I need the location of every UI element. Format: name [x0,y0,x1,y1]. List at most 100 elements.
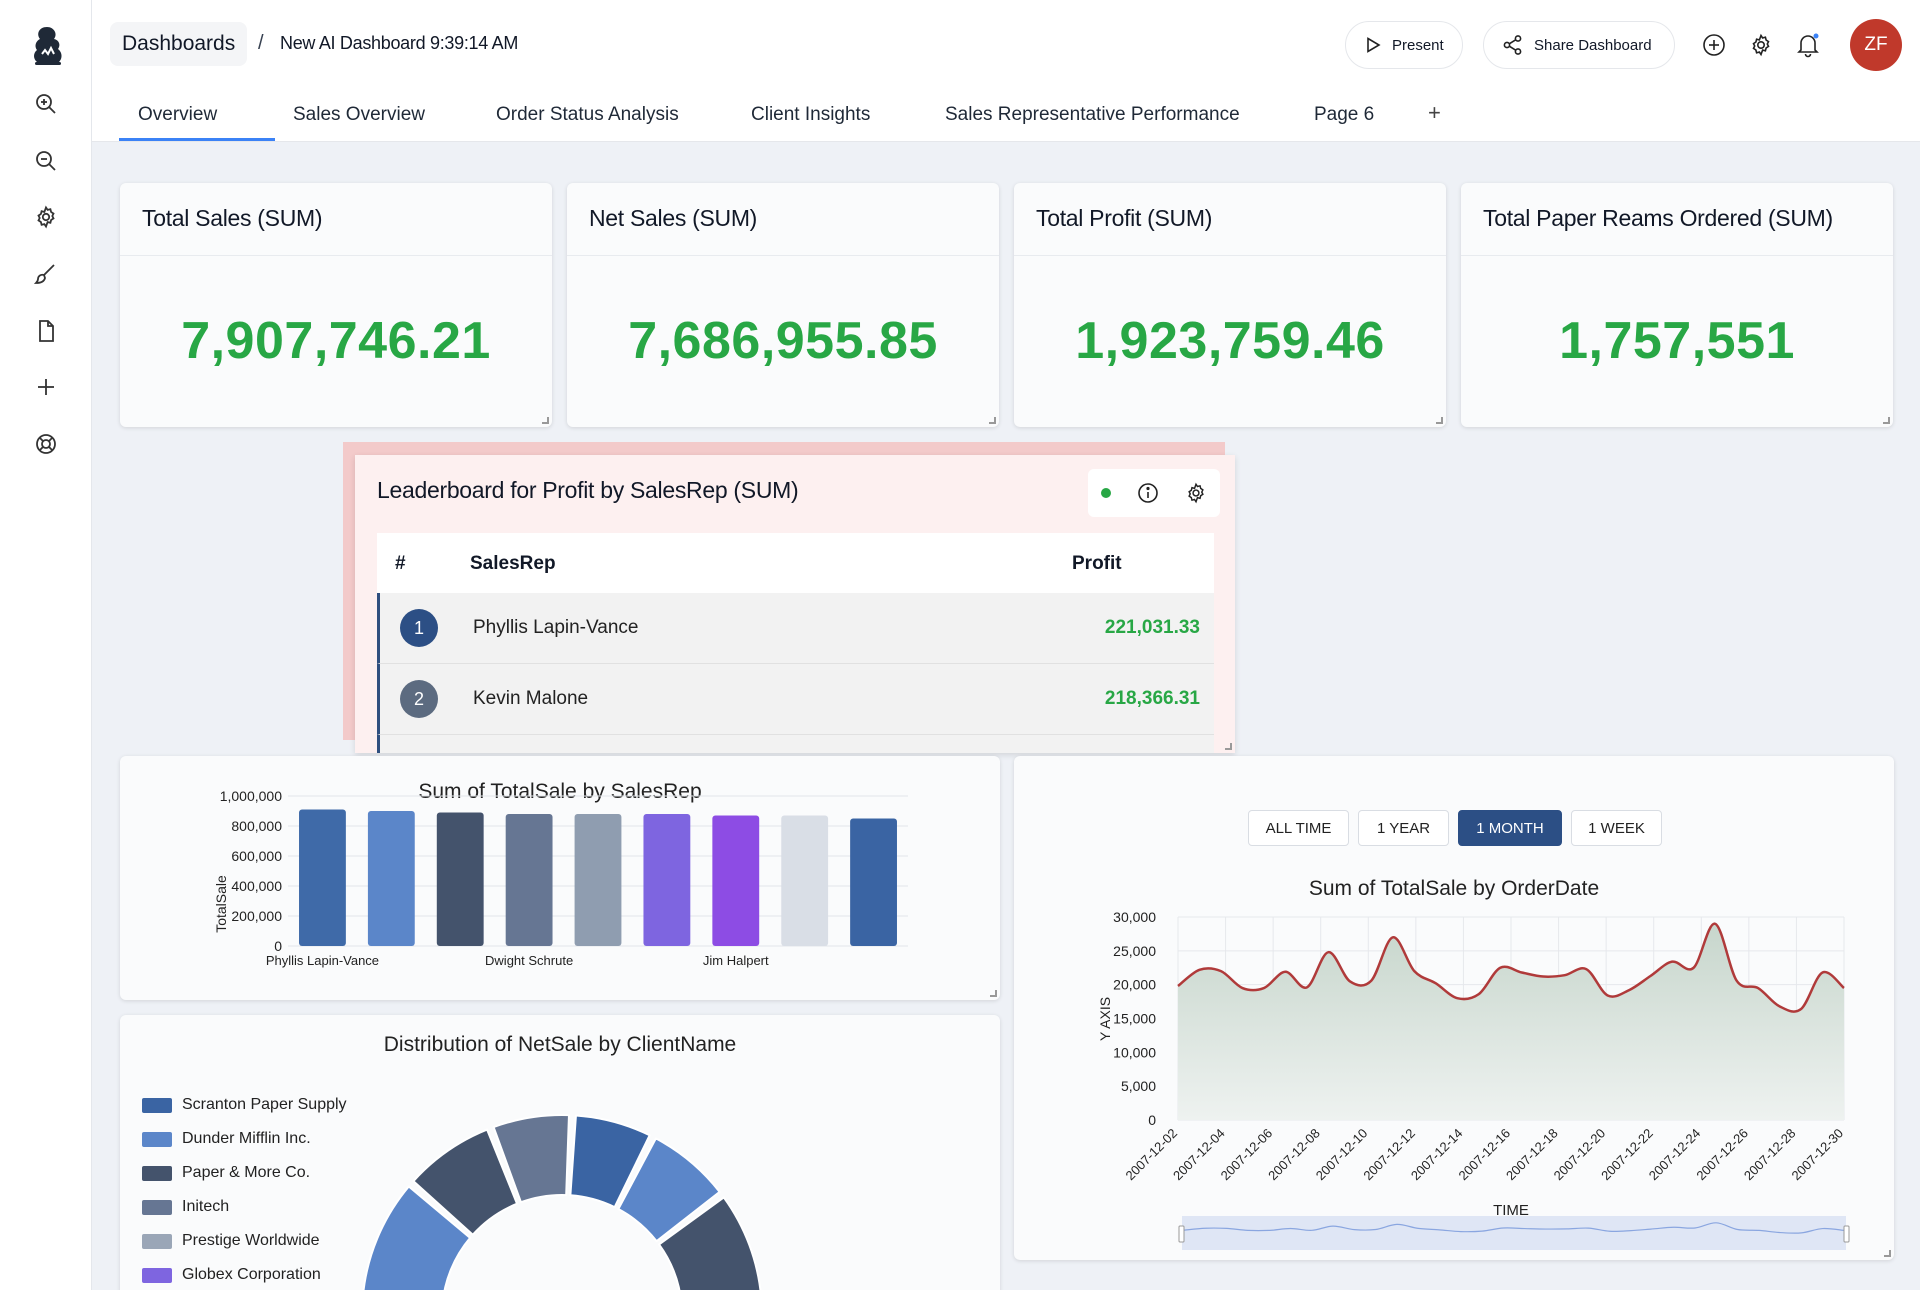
donut-slice[interactable] [569,1114,651,1209]
resize-handle[interactable] [990,990,997,997]
app-logo[interactable] [27,24,67,68]
legend-item[interactable]: Paper & More Co. [142,1164,310,1182]
area-chart-card[interactable]: ALL TIME 1 YEAR 1 MONTH 1 WEEK Sum of To… [1014,756,1894,1260]
dashboard-title[interactable]: New AI Dashboard 9:39:14 AM [280,33,519,53]
leaderboard-row[interactable]: 1 Phyllis Lapin-Vance 221,031.33 [377,593,1214,664]
info-icon[interactable] [1137,482,1159,504]
tab-sales-overview[interactable]: Sales Overview [293,104,425,125]
resize-handle[interactable] [1436,417,1443,424]
y-axis-label: Y AXIS [1097,997,1113,1041]
legend-label: Paper & More Co. [182,1164,311,1181]
donut-slice[interactable] [362,1185,472,1290]
range-slider-track[interactable] [1182,1216,1846,1250]
zoom-in-icon[interactable] [30,88,62,120]
tab-sales-representative-performance[interactable]: Sales Representative Performance [945,104,1240,125]
add-circle-icon[interactable] [1700,31,1728,59]
donut-chart-card[interactable]: Distribution of NetSale by ClientName Sc… [120,1015,1000,1290]
leaderboard-card[interactable]: Leaderboard for Profit by SalesRep (SUM)… [355,455,1235,753]
bar-chart-card[interactable]: Sum of TotalSale by SalesRep TotalSale 0… [120,756,1000,1000]
range-1-year-button[interactable]: 1 YEAR [1358,810,1449,846]
bell-icon[interactable] [1794,31,1822,59]
kpi-card-total-sales[interactable]: Total Sales (SUM) 7,907,746.21 [120,183,552,427]
kpi-card-net-sales[interactable]: Net Sales (SUM) 7,686,955.85 [567,183,999,427]
range-slider-left-handle[interactable] [1178,1225,1185,1243]
tab-order-status-analysis[interactable]: Order Status Analysis [496,104,679,125]
bar[interactable] [436,812,484,947]
bar[interactable] [299,809,346,947]
brush-icon[interactable] [30,258,62,290]
kpi-card-total-paper-reams[interactable]: Total Paper Reams Ordered (SUM) 1,757,55… [1461,183,1893,427]
bar[interactable] [850,818,897,947]
kpi-title: Total Sales (SUM) [142,205,323,231]
legend-item[interactable]: Globex Corporation [142,1266,321,1284]
share-dashboard-button[interactable]: Share Dashboard [1483,21,1675,69]
kpi-title: Net Sales (SUM) [589,205,758,231]
resize-handle[interactable] [542,417,549,424]
y-tick-label: 30,000 [1113,909,1156,925]
range-slider[interactable] [1178,1216,1850,1250]
document-icon[interactable] [30,315,62,347]
range-slider-right-handle[interactable] [1843,1225,1850,1243]
bar[interactable] [712,815,760,947]
donut-slice[interactable] [617,1137,721,1243]
add-tab-button[interactable]: + [1428,100,1441,125]
leaderboard-row[interactable]: 2 Kevin Malone 218,366.31 [377,664,1214,735]
zoom-out-icon[interactable] [30,145,62,177]
legend-swatch [142,1233,172,1249]
col-salesrep[interactable]: SalesRep [470,553,556,574]
legend-swatch [142,1267,172,1283]
present-button[interactable]: Present [1345,21,1463,69]
y-tick-label: 600,000 [231,848,282,864]
user-avatar[interactable]: ZF [1850,19,1902,71]
col-profit[interactable]: Profit [1072,553,1122,574]
settings-icon[interactable] [1747,31,1775,59]
y-tick-label: 800,000 [231,818,282,834]
kpi-card-total-profit[interactable]: Total Profit (SUM) 1,923,759.46 [1014,183,1446,427]
x-tick-label: 2007-12-30 [1788,1126,1846,1184]
range-1-month-button[interactable]: 1 MONTH [1458,810,1562,846]
widget-settings-icon[interactable] [1185,482,1207,504]
area-chart: Sum of TotalSale by OrderDate Y AXIS TIM… [1097,877,1850,1250]
breadcrumb-dashboards[interactable]: Dashboards [110,22,248,66]
area-series-line [1177,922,1845,1013]
resize-handle[interactable] [1883,417,1890,424]
donut-slice[interactable] [412,1128,519,1236]
help-wheel-icon[interactable] [30,428,62,460]
donut-slice[interactable] [658,1196,762,1290]
x-tick-label: Dwight Schrute [485,953,573,968]
breadcrumb-separator: / [258,32,264,54]
donut-chart [362,1114,762,1290]
leaderboard-row[interactable] [377,735,1214,753]
kpi-value: 7,907,746.21 [181,312,491,370]
range-all-time-button[interactable]: ALL TIME [1248,810,1349,846]
resize-handle[interactable] [1225,743,1232,750]
x-tick-label: Phyllis Lapin-Vance [266,953,379,968]
legend-label: Initech [182,1198,230,1215]
donut-slice[interactable] [492,1114,570,1204]
legend-item[interactable]: Prestige Worldwide [142,1232,320,1250]
bar[interactable] [643,814,691,946]
profit-value: 221,031.33 [1104,617,1200,638]
tab-bar: Overview Sales Overview Order Status Ana… [92,90,1920,142]
bar[interactable] [505,814,553,946]
bar[interactable] [574,814,622,946]
plus-icon[interactable] [30,371,62,403]
y-tick-label: 20,000 [1113,977,1156,993]
resize-handle[interactable] [1884,1250,1891,1257]
legend-swatch [142,1131,172,1147]
legend-item[interactable]: Dunder Mifflin Inc. [142,1130,311,1148]
play-icon [1367,37,1381,53]
bar[interactable] [367,811,415,946]
bar[interactable] [781,815,829,947]
tab-overview[interactable]: Overview [138,104,218,125]
legend-item[interactable]: Scranton Paper Supply [142,1096,347,1114]
range-1-week-button[interactable]: 1 WEEK [1571,810,1662,846]
legend-item[interactable]: Initech [142,1198,229,1216]
resize-handle[interactable] [989,417,996,424]
tab-page-6[interactable]: Page 6 [1314,104,1375,125]
tab-client-insights[interactable]: Client Insights [751,104,871,125]
y-tick-label: 25,000 [1113,943,1156,959]
gear-icon[interactable] [30,201,62,233]
kpi-value: 1,757,551 [1559,312,1795,370]
kpi-divider [120,255,552,256]
